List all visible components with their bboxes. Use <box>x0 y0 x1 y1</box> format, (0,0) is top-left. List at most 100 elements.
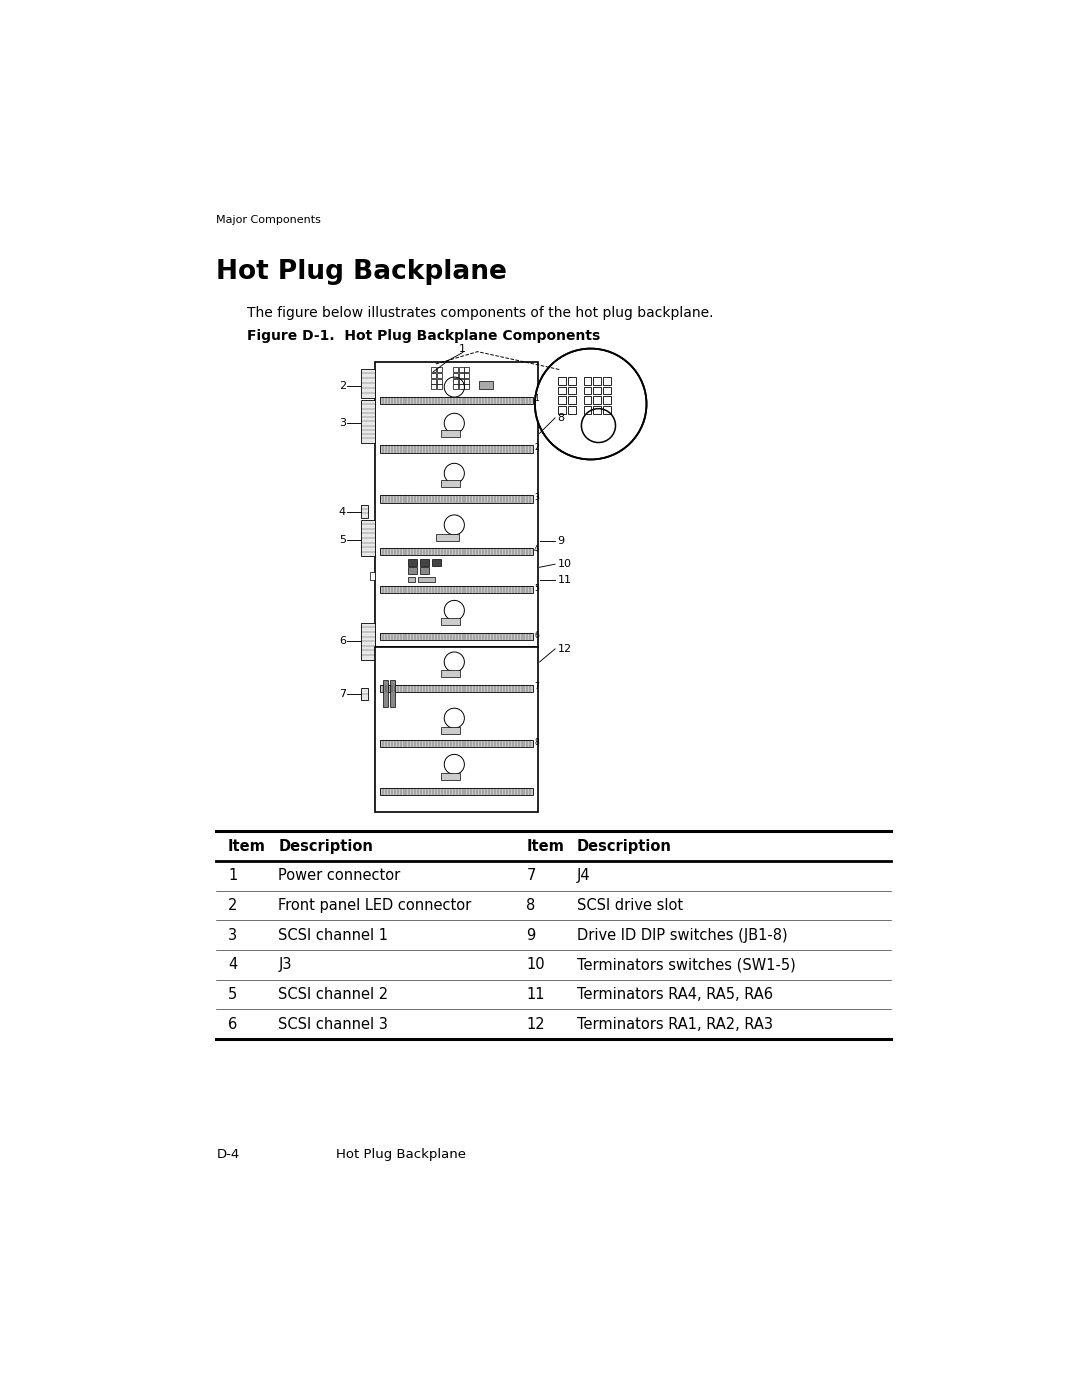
Bar <box>380 685 534 692</box>
Bar <box>380 788 534 795</box>
Bar <box>408 577 415 583</box>
Bar <box>361 687 368 700</box>
Bar <box>375 362 538 647</box>
Text: 10: 10 <box>526 957 545 972</box>
Text: 5: 5 <box>535 584 539 592</box>
Bar <box>435 534 459 541</box>
Bar <box>603 377 611 384</box>
Text: 7: 7 <box>535 682 539 692</box>
Bar <box>603 407 611 414</box>
Bar <box>380 397 534 404</box>
Text: 2: 2 <box>228 898 238 914</box>
Text: 2: 2 <box>339 380 346 391</box>
Bar <box>558 407 566 414</box>
Bar <box>480 381 494 388</box>
Bar <box>593 397 602 404</box>
Bar <box>418 577 435 583</box>
Bar <box>380 740 534 747</box>
Text: 4: 4 <box>228 957 238 972</box>
Text: 3: 3 <box>228 928 238 943</box>
Text: 1: 1 <box>535 394 539 404</box>
Bar <box>568 387 576 394</box>
Bar <box>441 619 460 624</box>
Bar <box>380 788 534 795</box>
Circle shape <box>535 349 647 460</box>
Text: 8: 8 <box>557 414 565 423</box>
Bar <box>583 387 592 394</box>
Bar <box>593 377 602 384</box>
Text: 5: 5 <box>228 986 238 1002</box>
Bar <box>593 387 602 394</box>
Text: 8: 8 <box>535 738 539 746</box>
Bar <box>361 504 368 518</box>
Bar <box>431 384 436 390</box>
Text: 2: 2 <box>535 443 539 451</box>
Text: SCSI drive slot: SCSI drive slot <box>577 898 683 914</box>
Text: The figure below illustrates components of the hot plug backplane.: The figure below illustrates components … <box>247 306 714 320</box>
Bar <box>441 726 460 733</box>
Bar <box>453 367 458 372</box>
Bar <box>432 559 441 566</box>
Bar <box>568 377 576 384</box>
Bar <box>375 647 538 812</box>
Text: SCSI channel 2: SCSI channel 2 <box>279 986 389 1002</box>
Text: 1: 1 <box>228 869 238 883</box>
Text: 7: 7 <box>339 689 346 700</box>
Text: Power connector: Power connector <box>279 869 401 883</box>
Text: 3: 3 <box>339 418 346 429</box>
Text: Figure D-1.  Hot Plug Backplane Components: Figure D-1. Hot Plug Backplane Component… <box>247 330 600 344</box>
Bar <box>568 397 576 404</box>
Bar <box>583 407 592 414</box>
Bar <box>453 384 458 390</box>
Bar <box>431 379 436 384</box>
Text: Terminators RA1, RA2, RA3: Terminators RA1, RA2, RA3 <box>577 1017 773 1031</box>
Text: 5: 5 <box>339 535 346 545</box>
Text: 4: 4 <box>339 507 346 517</box>
Bar <box>361 623 375 659</box>
Text: SCSI channel 1: SCSI channel 1 <box>279 928 389 943</box>
Bar <box>361 400 375 443</box>
Bar <box>369 571 375 580</box>
Bar <box>437 384 442 390</box>
Bar <box>380 587 534 594</box>
Bar <box>464 384 470 390</box>
Text: 6: 6 <box>535 630 539 640</box>
Bar <box>441 481 460 488</box>
Bar <box>380 446 534 453</box>
Bar <box>459 379 463 384</box>
Bar <box>383 680 388 707</box>
Text: 6: 6 <box>339 636 346 647</box>
Bar <box>380 740 534 747</box>
Text: 7: 7 <box>526 869 536 883</box>
Bar <box>380 633 534 640</box>
Bar <box>583 377 592 384</box>
Bar <box>390 680 394 707</box>
Bar <box>431 373 436 377</box>
Bar <box>464 379 470 384</box>
Text: Terminators RA4, RA5, RA6: Terminators RA4, RA5, RA6 <box>577 986 773 1002</box>
Text: 1: 1 <box>459 344 467 353</box>
Text: 10: 10 <box>557 559 571 569</box>
Text: 9: 9 <box>557 536 565 546</box>
Bar <box>361 520 375 556</box>
Bar <box>380 685 534 692</box>
Text: Description: Description <box>577 838 672 854</box>
Text: 12: 12 <box>557 644 571 654</box>
Text: 11: 11 <box>526 986 545 1002</box>
Bar <box>464 367 470 372</box>
Bar <box>459 367 463 372</box>
Bar <box>437 379 442 384</box>
Bar <box>593 407 602 414</box>
Bar <box>380 548 534 555</box>
Text: Major Components: Major Components <box>216 215 321 225</box>
Text: 6: 6 <box>228 1017 238 1031</box>
Bar <box>380 587 534 594</box>
Bar <box>437 373 442 377</box>
Bar <box>603 387 611 394</box>
Bar <box>380 446 534 453</box>
Bar <box>420 567 429 574</box>
Bar <box>441 430 460 437</box>
Text: 12: 12 <box>526 1017 545 1031</box>
Bar <box>453 379 458 384</box>
Text: J3: J3 <box>279 957 292 972</box>
